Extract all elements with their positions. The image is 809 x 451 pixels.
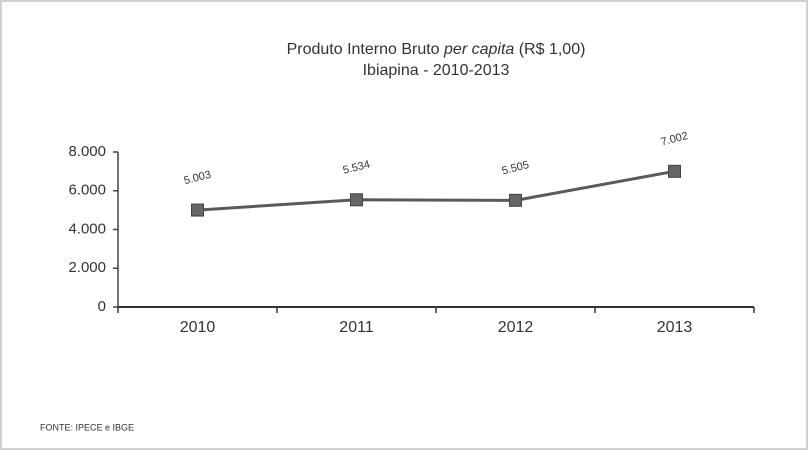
y-tick-label: 6.000	[68, 182, 106, 199]
x-tick-label: 2011	[339, 319, 374, 336]
series-line	[197, 169, 675, 212]
data-point	[668, 164, 681, 178]
data-point	[191, 203, 204, 217]
data-point	[509, 193, 522, 207]
chart-subtitle: Ibiapina - 2010-2013	[363, 62, 510, 79]
y-tick-label: 4.000	[68, 220, 106, 237]
y-tick-label: 0	[98, 298, 106, 315]
x-tick-label: 2012	[498, 319, 534, 336]
y-tick-label: 2.000	[68, 259, 106, 276]
title-part: per capita	[443, 41, 514, 58]
title-part: Produto Interno Bruto	[287, 41, 444, 58]
chart-title: Produto Interno Bruto per capita (R$ 1,0…	[287, 41, 586, 58]
source-note: FONTE: IPECE e IBGE	[40, 422, 134, 432]
x-tick-label: 2013	[657, 319, 693, 336]
y-tick-label: 8.000	[68, 143, 106, 160]
data-point	[350, 193, 363, 207]
x-tick-label: 2010	[180, 319, 216, 336]
title-part: (R$ 1,00)	[514, 41, 585, 58]
